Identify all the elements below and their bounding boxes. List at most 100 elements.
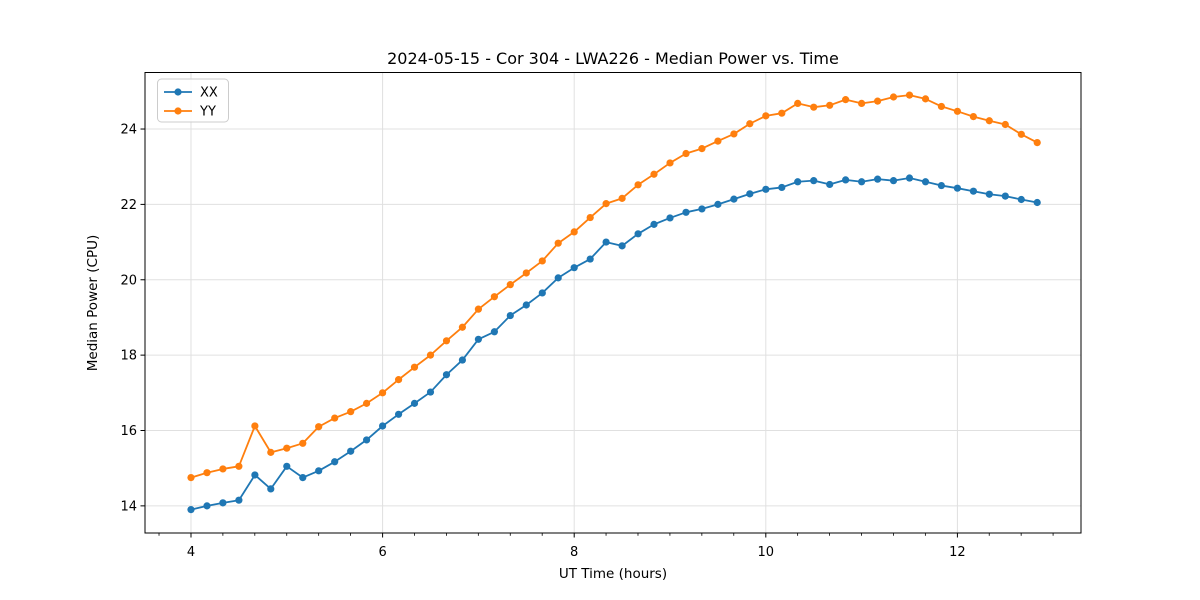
data-point-xx [985, 190, 993, 198]
data-point-yy [666, 159, 674, 167]
data-point-xx [746, 190, 754, 198]
y-tick-label: 20 [120, 273, 137, 288]
legend-swatch-marker-xx [174, 88, 182, 96]
data-point-yy [714, 137, 722, 145]
data-point-yy [474, 305, 482, 313]
data-point-yy [810, 103, 818, 111]
data-point-yy [586, 213, 594, 222]
data-point-xx [634, 230, 642, 238]
data-point-yy [347, 408, 355, 416]
data-point-xx [426, 388, 435, 396]
data-point-yy [267, 448, 275, 456]
data-point-xx [889, 177, 898, 185]
data-point-yy [442, 337, 451, 345]
axis-ticks [140, 128, 1054, 538]
data-point-xx [538, 289, 546, 297]
data-point-xx [410, 399, 419, 407]
data-point-xx [1033, 198, 1041, 207]
x-tick-label: 6 [378, 545, 386, 560]
data-point-yy [794, 99, 802, 107]
data-point-xx [442, 371, 451, 379]
series-layer [187, 91, 1041, 514]
data-point-yy [378, 389, 387, 397]
data-point-xx [953, 184, 962, 192]
data-point-xx [394, 410, 403, 418]
data-point-xx [682, 208, 690, 216]
data-point-xx [283, 462, 291, 470]
data-point-xx [506, 311, 514, 320]
data-point-yy [235, 462, 243, 470]
data-point-yy [889, 93, 898, 101]
data-point-yy [874, 97, 882, 105]
data-point-xx [347, 447, 355, 455]
data-point-xx [570, 264, 578, 272]
data-point-yy [426, 351, 435, 359]
data-point-yy [602, 200, 610, 208]
data-point-xx [730, 195, 738, 203]
plot-area [145, 72, 1081, 533]
x-tick-label: 4 [187, 545, 195, 560]
data-point-yy [762, 112, 770, 120]
data-point-yy [410, 363, 419, 371]
legend: XX YY [157, 78, 229, 123]
y-tick-label: 18 [120, 349, 137, 364]
data-point-yy [219, 465, 227, 473]
data-point-yy [826, 101, 834, 109]
data-point-xx [778, 183, 786, 192]
data-point-xx [267, 485, 275, 493]
data-point-yy [937, 102, 946, 111]
data-point-xx [1017, 195, 1025, 204]
data-point-xx [219, 499, 227, 507]
data-point-yy [315, 423, 323, 431]
data-point-yy [331, 414, 339, 422]
data-point-xx [714, 200, 722, 208]
data-point-xx [810, 177, 818, 185]
data-point-xx [874, 175, 882, 183]
data-point-xx [378, 422, 387, 430]
legend-box [157, 78, 229, 123]
data-point-yy [1017, 130, 1025, 138]
data-point-xx [762, 185, 770, 193]
data-point-xx [937, 181, 946, 190]
data-point-yy [682, 149, 690, 158]
data-point-xx [1001, 192, 1009, 200]
y-tick-label: 16 [120, 424, 137, 439]
data-point-xx [474, 335, 482, 343]
x-axis-label: UT Time (hours) [559, 566, 667, 582]
data-point-xx [826, 180, 834, 189]
legend-label-xx: XX [200, 86, 218, 101]
data-point-yy [490, 293, 498, 301]
data-point-xx [203, 502, 211, 510]
gridlines [145, 72, 1081, 533]
x-tick-label: 12 [949, 545, 966, 560]
data-point-xx [251, 471, 259, 479]
data-point-yy [538, 257, 546, 265]
y-tick-label: 14 [120, 499, 137, 514]
data-point-xx [235, 496, 243, 504]
data-point-yy [251, 422, 259, 430]
data-point-yy [842, 96, 850, 104]
data-point-yy [1033, 138, 1041, 147]
data-point-yy [522, 269, 530, 277]
data-point-yy [698, 145, 706, 153]
data-point-yy [953, 107, 962, 115]
data-point-xx [362, 436, 371, 444]
data-point-yy [394, 376, 403, 384]
y-tick-label: 22 [120, 198, 137, 213]
data-point-xx [602, 238, 610, 246]
y-tick-label: 24 [120, 123, 137, 138]
tick-labels: 4 6 8 10 12 14 16 18 20 22 24 [120, 123, 965, 560]
data-point-xx [522, 301, 530, 309]
data-point-yy [618, 194, 626, 202]
data-point-yy [458, 323, 466, 331]
data-point-yy [362, 399, 371, 407]
data-point-xx [458, 356, 466, 364]
data-point-xx [187, 506, 195, 514]
data-point-xx [794, 178, 802, 186]
legend-swatch-marker-yy [174, 107, 182, 115]
data-point-xx [921, 178, 930, 186]
data-point-yy [858, 99, 866, 107]
data-point-yy [1001, 120, 1009, 129]
